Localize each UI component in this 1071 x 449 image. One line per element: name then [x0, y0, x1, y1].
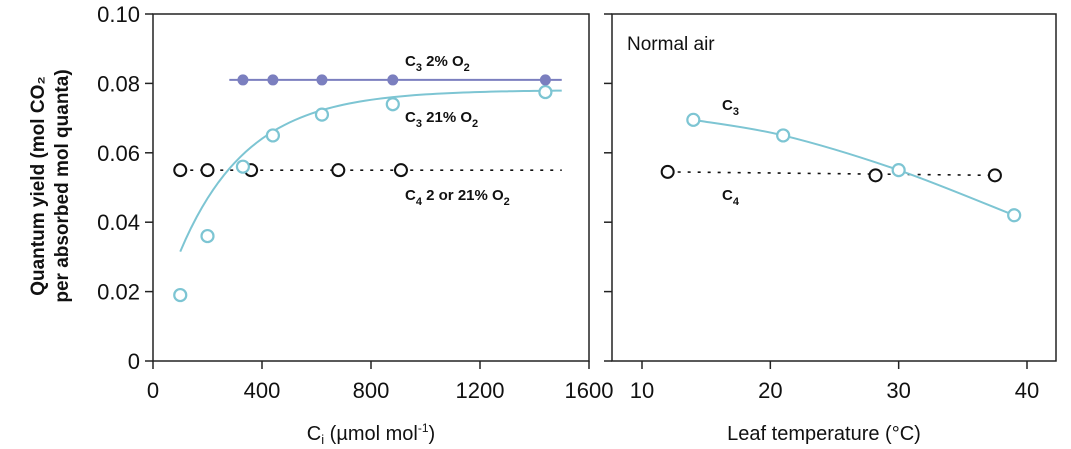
point-c3 [1007, 208, 1022, 223]
panel-temperature: Normal air 10 20 30 40 C3 C4 Leaf temperatur… [604, 13, 1057, 445]
panel-ci-frame [152, 13, 590, 362]
x-tick-label: 800 [353, 378, 390, 403]
panel-temperature-series [660, 112, 1022, 223]
point-c3-2-o2 [387, 74, 399, 86]
point-c3-21-o2 [314, 107, 330, 122]
label-c4: C4 [722, 187, 740, 208]
x-tick-label: 0 [147, 378, 159, 403]
y-axis-title-line2: per absorbed mol quanta) [52, 69, 73, 302]
point-c4-2-or-21-o2 [331, 163, 346, 178]
y-axis-title-line1: Quantum yield (mol CO₂ [28, 76, 49, 296]
label-c3-21-o2: C3 21% O2 [405, 109, 478, 130]
x-tick-label: 30 [886, 378, 910, 403]
panel-temperature-ticks: 10 20 30 40 [604, 13, 1039, 403]
series-line-c3 [693, 118, 1015, 217]
point-c4 [987, 168, 1002, 183]
point-c3 [891, 163, 906, 178]
point-c3 [776, 128, 791, 143]
y-tick-label: 0.08 [97, 71, 140, 96]
series-line-c4 [667, 171, 995, 177]
y-tick-label: 0.02 [97, 280, 140, 305]
x-tick-label: 400 [244, 378, 281, 403]
y-tick-label: 0 [128, 349, 140, 374]
point-c3-2-o2 [237, 74, 249, 86]
point-c4-2-or-21-o2 [173, 163, 188, 178]
panel-ci-ticks: 0 0.02 0.04 0.06 0.08 0.10 0 400 800 1200 1600 [97, 2, 613, 403]
point-c4-2-or-21-o2 [200, 163, 215, 178]
x-axis-title-temperature: Leaf temperature (°C) [727, 423, 921, 445]
point-c3-2-o2 [539, 74, 551, 86]
point-c3-21-o2 [385, 97, 400, 112]
point-c3-21-o2 [200, 228, 215, 244]
x-axis-title-ci: Ci (µmol mol-1) [307, 421, 435, 447]
point-c4 [868, 168, 883, 183]
point-c3-21-o2 [235, 159, 251, 174]
point-c3-21-o2 [538, 84, 553, 100]
y-tick-label: 0.10 [97, 2, 140, 27]
x-tick-label: 1600 [565, 378, 614, 403]
label-c3-2-o2: C3 2% O2 [405, 53, 470, 74]
y-axis-title: Quantum yield (mol CO₂ per absorbed mol … [28, 69, 73, 302]
x-tick-label: 20 [758, 378, 782, 403]
label-c3: C3 [722, 97, 739, 118]
panel-ci-series-labels: C3 2% O2 C3 21% O2 C4 2 or 21% O2 [405, 53, 510, 208]
point-c4 [660, 164, 675, 179]
point-c3-2-o2 [267, 74, 279, 86]
panel-ci-series [173, 74, 562, 303]
point-c3-2-o2 [316, 74, 328, 86]
normal-air-annotation: Normal air [627, 34, 715, 55]
point-c3 [686, 112, 701, 127]
panel-temperature-frame [611, 13, 1057, 362]
panel-ci: 0 0.02 0.04 0.06 0.08 0.10 0 400 800 1200 1600 C3 … [97, 2, 613, 447]
y-tick-label: 0.04 [97, 210, 140, 235]
label-c4-2-or-21-o2: C4 2 or 21% O2 [405, 187, 510, 208]
y-tick-label: 0.06 [97, 141, 140, 166]
x-tick-label: 10 [630, 378, 654, 403]
x-tick-label: 1200 [456, 378, 505, 403]
point-c3-21-o2 [265, 128, 280, 143]
point-c3-21-o2 [173, 287, 188, 303]
series-line-c3-21-o2 [179, 89, 562, 253]
point-c4-2-or-21-o2 [393, 163, 408, 178]
panel-temperature-series-labels: C3 C4 [722, 97, 740, 208]
x-tick-label: 40 [1015, 378, 1039, 403]
